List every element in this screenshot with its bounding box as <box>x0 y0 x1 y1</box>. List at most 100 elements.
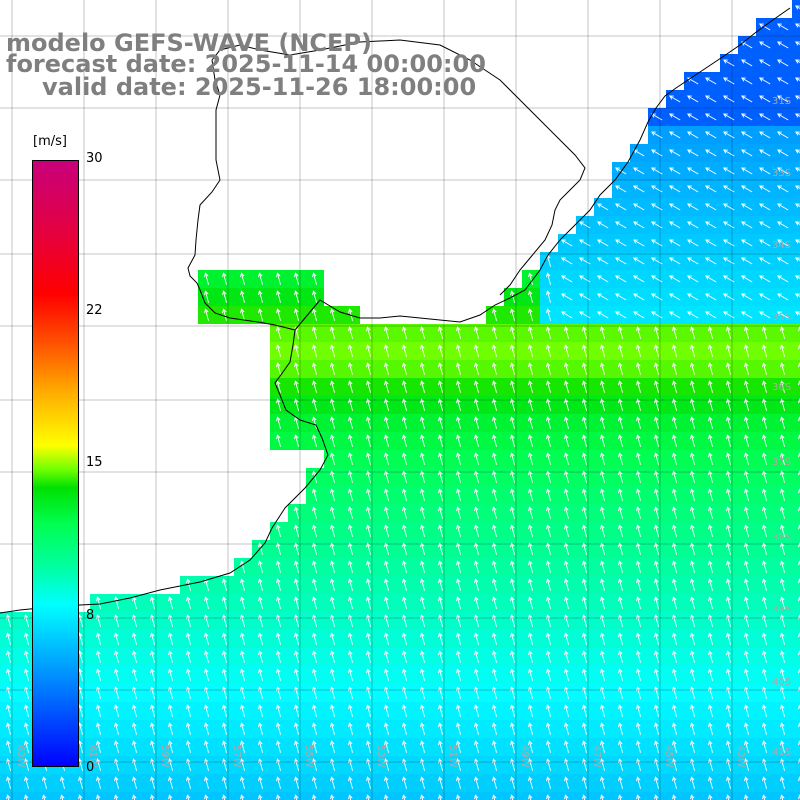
wind-arrow <box>672 470 677 483</box>
wind-arrow <box>492 632 497 645</box>
wind-cell <box>540 792 558 800</box>
wind-arrow <box>708 794 713 800</box>
wind-arrow <box>114 596 119 609</box>
wind-arrow <box>510 452 515 465</box>
wind-arrow <box>240 686 245 699</box>
border-line <box>211 39 586 296</box>
wind-arrow <box>438 560 443 573</box>
wind-arrow <box>654 614 659 627</box>
wind-arrow <box>582 704 587 717</box>
wind-arrow <box>780 344 785 357</box>
wind-arrow <box>636 344 641 357</box>
wind-cell <box>792 612 800 630</box>
wind-arrow <box>744 560 749 573</box>
wind-arrow <box>222 704 227 717</box>
wind-arrow <box>294 632 299 645</box>
wind-arrow <box>96 776 101 789</box>
wind-arrow <box>708 560 713 573</box>
wind-arrow <box>150 668 155 681</box>
wind-arrow <box>276 794 281 800</box>
wind-arrow <box>776 275 789 283</box>
wind-arrow <box>510 632 515 645</box>
wind-arrow <box>438 434 443 447</box>
wind-arrow <box>348 596 353 609</box>
wind-arrow <box>510 578 515 591</box>
wind-direction-arrows <box>6 5 800 800</box>
wind-arrow <box>312 740 317 753</box>
wind-arrow <box>294 740 299 753</box>
wind-arrow <box>582 398 587 411</box>
wind-arrow <box>420 632 425 645</box>
wind-arrow <box>582 524 587 537</box>
wind-arrow <box>600 578 605 591</box>
wind-arrow <box>726 362 731 375</box>
wind-arrow <box>596 311 609 319</box>
wind-arrow <box>726 758 731 771</box>
wind-arrow <box>578 311 591 319</box>
wind-arrow <box>762 524 767 537</box>
wind-arrow <box>758 77 771 85</box>
wind-arrow <box>686 293 699 301</box>
wind-arrow <box>96 614 101 627</box>
wind-arrow <box>708 434 713 447</box>
wind-arrow <box>600 740 605 753</box>
wind-arrow <box>740 167 753 175</box>
wind-arrow <box>564 380 569 393</box>
wind-arrow <box>762 704 767 717</box>
wind-cell <box>792 756 800 774</box>
wind-arrow <box>312 344 317 357</box>
wind-cell <box>792 576 800 594</box>
wind-arrow <box>632 275 645 283</box>
wind-arrow <box>528 434 533 447</box>
wind-arrow <box>510 290 515 303</box>
wind-arrow <box>402 416 407 429</box>
wind-arrow <box>150 722 155 735</box>
wind-arrow <box>420 560 425 573</box>
wind-arrow <box>762 614 767 627</box>
wind-arrow <box>546 362 551 375</box>
wind-arrow <box>366 794 371 800</box>
wind-arrow <box>654 398 659 411</box>
wind-arrow <box>582 668 587 681</box>
wind-arrow <box>636 794 641 800</box>
wind-arrow <box>348 488 353 501</box>
wind-arrow <box>330 344 335 357</box>
wind-arrow <box>546 470 551 483</box>
wind-arrow <box>456 614 461 627</box>
wind-arrow <box>258 686 263 699</box>
wind-arrow <box>420 740 425 753</box>
wind-arrow <box>618 632 623 645</box>
wind-arrow <box>276 722 281 735</box>
wind-arrow <box>582 452 587 465</box>
wind-arrow <box>726 614 731 627</box>
wind-arrow <box>600 398 605 411</box>
wind-arrow <box>456 578 461 591</box>
wind-arrow <box>654 362 659 375</box>
wind-arrow <box>492 596 497 609</box>
wind-arrow <box>600 686 605 699</box>
wind-cell <box>792 540 800 558</box>
wind-arrow <box>744 470 749 483</box>
wind-arrow <box>564 650 569 663</box>
wind-arrow <box>672 434 677 447</box>
wind-arrow <box>722 77 735 85</box>
wind-arrow <box>438 398 443 411</box>
wind-arrow <box>366 506 371 519</box>
wind-arrow <box>780 380 785 393</box>
wind-arrow <box>690 326 695 339</box>
wind-arrow <box>618 398 623 411</box>
wind-arrow <box>654 794 659 800</box>
wind-arrow <box>654 452 659 465</box>
wind-arrow <box>474 542 479 555</box>
wind-arrow <box>762 740 767 753</box>
wind-arrow <box>794 113 800 118</box>
wind-arrow <box>330 632 335 645</box>
wind-arrow <box>258 722 263 735</box>
wind-arrow <box>24 722 29 735</box>
wind-arrow <box>366 758 371 771</box>
wind-arrow <box>186 794 191 800</box>
wind-arrow <box>600 506 605 519</box>
wind-arrow <box>582 794 587 800</box>
wind-arrow <box>222 578 227 591</box>
wind-cell <box>792 126 800 144</box>
